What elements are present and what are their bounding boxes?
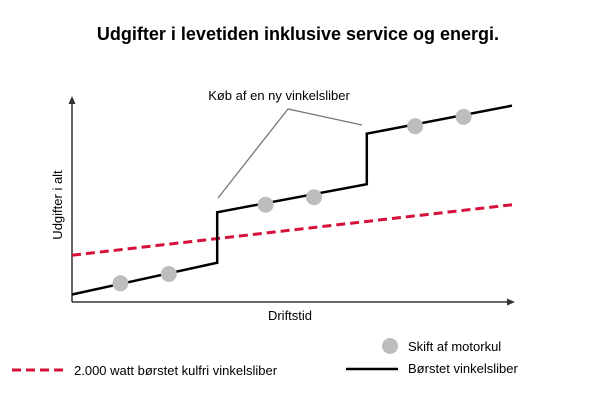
- plot-area: [68, 96, 515, 306]
- marker-point-4: [407, 118, 424, 135]
- legend-markers-label: Skift af motorkul: [408, 339, 501, 354]
- legend-marker-symbol: [382, 338, 398, 354]
- marker-point-3: [306, 189, 322, 206]
- annotation-pointer: [217, 108, 363, 199]
- legend-series-0-label: 2.000 watt børstet kulfri vinkelsliber: [74, 363, 278, 378]
- chart-title: Udgifter i levetiden inklusive service o…: [97, 24, 499, 44]
- y-axis-arrow: [68, 96, 76, 104]
- legend: Skift af motorkul 2.000 watt børstet kul…: [12, 338, 518, 378]
- legend-series-1-label: Børstet vinkelsliber: [408, 361, 518, 376]
- annotation: Køb af en ny vinkelsliber: [208, 88, 363, 199]
- x-axis-arrow: [507, 298, 515, 306]
- marker-point-1: [160, 265, 177, 282]
- annotation-label: Køb af en ny vinkelsliber: [208, 88, 350, 103]
- marker-point-5: [455, 108, 472, 125]
- series-line-0: [71, 203, 513, 257]
- marker-point-2: [257, 196, 274, 213]
- x-axis-label: Driftstid: [268, 308, 312, 323]
- marker-point-0: [112, 275, 129, 292]
- y-axis-label: Udgifter i alt: [50, 170, 65, 240]
- series-line-1: [71, 104, 513, 296]
